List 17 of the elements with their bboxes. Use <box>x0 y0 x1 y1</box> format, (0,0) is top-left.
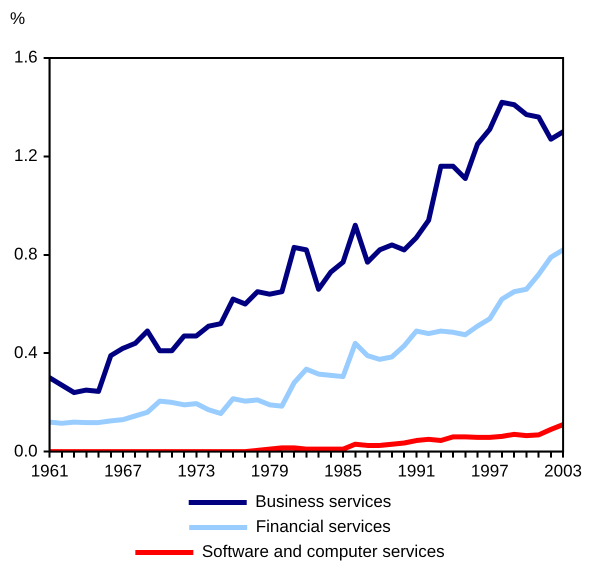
y-tick-label: 0.0 <box>14 441 38 460</box>
y-tick-label: 1.2 <box>14 146 38 166</box>
x-tick-label: 2003 <box>544 461 582 480</box>
y-tick-label: 1.6 <box>14 48 38 67</box>
x-tick-label: 1997 <box>470 461 509 480</box>
legend-label: Financial services <box>256 517 391 536</box>
x-tick-label: 1967 <box>104 461 142 480</box>
y-tick-label: 0.4 <box>14 342 38 362</box>
x-tick-label: 1979 <box>250 461 289 480</box>
x-tick-label: 1961 <box>30 461 69 480</box>
legend-label: Software and computer services <box>202 542 445 562</box>
y-axis-title: % <box>10 9 26 28</box>
x-tick-label: 1973 <box>177 461 216 480</box>
legend-label: Business services <box>255 492 392 512</box>
x-tick-label: 1985 <box>324 461 362 480</box>
y-tick-label: 0.8 <box>14 244 38 264</box>
x-tick-label: 1991 <box>397 461 436 480</box>
